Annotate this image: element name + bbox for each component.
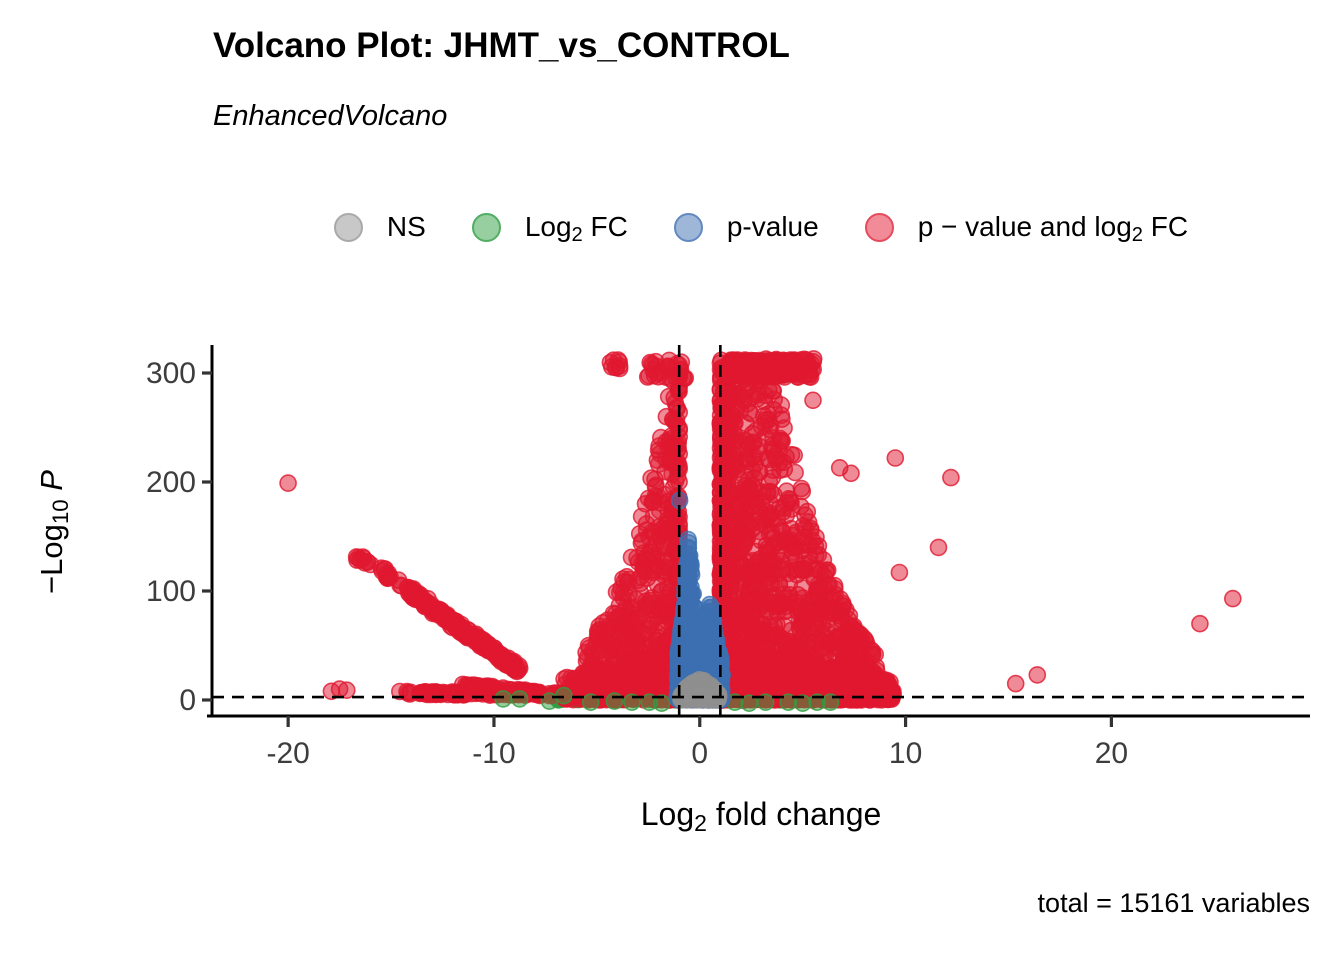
legend-marker-ns-icon <box>333 212 363 242</box>
legend-label-log2fc: Log2 FC <box>524 211 628 247</box>
legend-marker-both-icon <box>864 212 894 242</box>
scatter-layer-red-top-left-mini <box>601 351 629 378</box>
y-axis-title-sub: 10 <box>47 499 73 525</box>
x-tick-label: 20 <box>1095 737 1128 770</box>
legend-item-ns: NS <box>333 211 426 243</box>
y-axis-title: −Log10 P <box>34 412 73 652</box>
legend: NS Log2 FC p-value p − value and log2 FC <box>212 203 1310 251</box>
y-axis-title-pre: −Log <box>34 524 69 594</box>
plot-subtitle: EnhancedVolcano <box>213 100 448 132</box>
plot-title: Volcano Plot: JHMT_vs_CONTROL <box>213 26 790 65</box>
scatter-layer-red-top-core <box>730 351 804 383</box>
axes <box>207 345 1310 718</box>
legend-item-both: p − value and log2 FC <box>864 211 1189 247</box>
y-tick-label: 200 <box>146 466 196 499</box>
legend-marker-pvalue-icon <box>673 212 703 242</box>
x-tick-label: -10 <box>472 737 515 770</box>
scatter-layers <box>279 350 1242 713</box>
legend-item-pvalue: p-value <box>673 211 819 243</box>
legend-label-ns: NS <box>386 211 426 242</box>
legend-label-both: p − value and log2 FC <box>917 211 1189 247</box>
legend-label-pvalue: p-value <box>726 211 819 242</box>
x-tick-label: 10 <box>889 737 922 770</box>
scatter-layer-red-top-left <box>638 351 695 388</box>
legend-item-log2fc: Log2 FC <box>471 211 628 247</box>
x-axis-title-sub: 2 <box>694 809 707 836</box>
x-axis-title-post: fold change <box>706 796 882 832</box>
x-axis-title: Log2 fold change <box>212 796 1310 836</box>
y-axis-title-p: P <box>34 470 69 491</box>
scatter-layer-gray-blob <box>672 670 728 709</box>
y-tick-label: 100 <box>146 575 196 608</box>
scatter-layer-red-diag-streak <box>398 578 529 681</box>
tick-labels: 0 100 200 300 -20 -10 0 10 20 <box>146 357 1128 770</box>
caption: total = 15161 variables <box>1037 888 1310 918</box>
scatter-layer-red-right-outliers <box>804 391 1242 693</box>
x-tick-label: 0 <box>691 737 708 770</box>
y-tick-label: 0 <box>179 684 196 717</box>
legend-marker-log2fc-icon <box>471 212 501 242</box>
x-axis-title-pre: Log <box>640 796 695 832</box>
threshold-lines <box>212 345 1310 716</box>
x-tick-label: -20 <box>266 737 309 770</box>
scatter-layer-red-diag-pre <box>347 548 411 595</box>
tick-marks <box>202 371 1113 727</box>
y-tick-label: 300 <box>146 357 196 390</box>
